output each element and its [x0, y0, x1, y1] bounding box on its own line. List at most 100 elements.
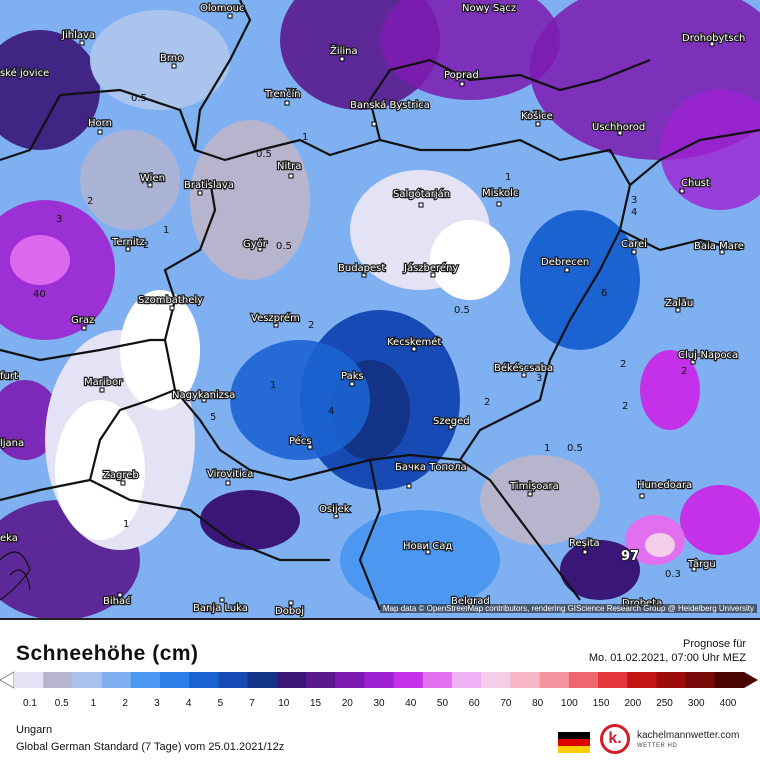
legend-tick-label: 60 [469, 698, 481, 709]
legend-swatch [393, 672, 424, 688]
contour-value: 3 [536, 373, 542, 384]
legend-swatch [306, 672, 336, 688]
contour-value: 4 [328, 406, 334, 417]
city-uschhorod: Uschhorod [592, 122, 645, 133]
contour-value: 2 [622, 401, 628, 412]
legend-tick-label: 400 [720, 698, 737, 709]
city-salgotarjan: Salgótarján [393, 188, 450, 200]
city-chust: Chust [681, 178, 710, 189]
city-ske-jovice: ské jovice [0, 67, 49, 79]
kachelmann-logo-icon: k. [600, 724, 630, 754]
legend-swatch [218, 672, 249, 688]
legend-swatch [189, 672, 219, 688]
legend-swatch [335, 672, 365, 688]
city-nitra: Nitra [277, 161, 301, 172]
legend-swatch [714, 672, 745, 688]
city-maribor: Maribor [84, 377, 123, 388]
brand-subtitle: WETTER HD [637, 743, 678, 749]
legend-ticks: 0.1 0.5 1 2 3 4 5 7 10 15 20 30 40 50 60 70 80 100 150 200 2… [23, 698, 737, 709]
contour-value: 40 [33, 289, 46, 300]
country-borders [0, 0, 760, 611]
city-zagreb: Zagreb [103, 470, 139, 481]
contour-value: 0.5 [256, 149, 272, 160]
forecast-label: Prognose für [683, 638, 746, 650]
city-drohobytsch: Drohobytsch [682, 33, 745, 44]
city-kosice: Košice [521, 110, 553, 122]
forecast-time: Mo. 01.02.2021, 07:00 Uhr MEZ [588, 652, 746, 664]
city-furt: furt [0, 371, 18, 382]
city-horn: Horn [88, 118, 112, 129]
contour-value: 2 [620, 359, 626, 370]
city-trencin: Trenčín [264, 88, 301, 100]
city-budapest: Budapest [338, 263, 385, 274]
legend-swatch [510, 672, 541, 688]
city-ljana: ljana [0, 438, 24, 449]
contour-value: 0.5 [567, 443, 583, 454]
legend-tick-label: 2 [122, 698, 128, 709]
legend-arrow-low [0, 671, 15, 689]
contour-value: 1 [163, 225, 169, 236]
legend-tick-label: 0.1 [23, 698, 37, 709]
city-baia-mare: Baia Mare [694, 241, 744, 252]
contour-value: 1 [544, 443, 550, 454]
city-szeged: Szeged [433, 416, 470, 427]
legend-tick-label: 3 [154, 698, 160, 709]
legend-swatch [568, 672, 599, 688]
city-jihlava: Jihlava [61, 30, 95, 41]
city-carei: Carei [621, 239, 647, 250]
legend-swatch [14, 672, 44, 688]
city-szombathely: Szombathely [138, 295, 203, 306]
city-bekescsaba: Békéscsaba [494, 362, 553, 374]
legend-tick-label: 0.5 [55, 698, 69, 709]
legend-swatch [627, 672, 657, 688]
model-run: Global German Standard (7 Tage) vom 25.0… [16, 741, 285, 753]
city-timisoara: Timișoara [509, 481, 559, 492]
legend-tick-label: 7 [249, 698, 255, 709]
legend-tick-label: 5 [218, 698, 224, 709]
legend-swatch [247, 672, 278, 688]
city-virovitica: Virovitica [207, 469, 253, 480]
legend-swatch [101, 672, 132, 688]
city-paks: Paks [341, 371, 364, 382]
legend-tick-label: 15 [310, 698, 322, 709]
map-attribution: Map data © OpenStreetMap contributors, r… [379, 604, 757, 613]
contour-value: 1 [270, 380, 276, 391]
city-novi-sad: Нови Сад [403, 541, 452, 552]
city-nagykanizsa: Nagykanizsa [172, 390, 235, 401]
legend-tick-label: 50 [437, 698, 449, 709]
city-resita: Reșita [569, 538, 600, 549]
city-poprad: Poprad [444, 70, 479, 81]
city-brno: Brno [160, 53, 183, 64]
legend-tick-label: 20 [342, 698, 354, 709]
legend-tick-label: 80 [532, 698, 544, 709]
legend-tick-label: 200 [624, 698, 641, 709]
city-backa-topola: Бачка Топола [395, 462, 467, 473]
region-name: Ungarn [16, 724, 53, 736]
contour-value: 1 [505, 172, 511, 183]
legend-swatch [656, 672, 687, 688]
legend-swatch [276, 672, 307, 688]
legend-tick-label: 30 [373, 698, 385, 709]
city-jaszbereny: Jászberény [403, 262, 458, 274]
city-olomouc: Olomouc [200, 3, 244, 14]
city-debrecen: Debrecen [541, 257, 589, 268]
contour-value-labels: 0.5 0.5 0.5 2 3 1 2 40 1 1 0.5 2 1 4 6 3… [33, 93, 687, 580]
legend-swatch [72, 672, 103, 688]
legend-swatch [685, 672, 716, 688]
contour-value: 2 [681, 366, 687, 377]
city-zilina: Žilina [330, 44, 358, 57]
contour-value: 97 [621, 549, 639, 564]
contour-value: 2 [308, 320, 314, 331]
city-targu: Târgu [687, 558, 716, 570]
color-legend: 0.1 0.5 1 2 3 4 5 7 10 15 20 30 40 50 60 70 80 100 150 200 2… [0, 671, 758, 709]
legend-swatch [481, 672, 511, 688]
legend-tick-label: 250 [656, 698, 673, 709]
legend-tick-label: 1 [91, 698, 97, 709]
legend-tick-label: 150 [593, 698, 610, 709]
city-hunedoara: Hunedoara [637, 480, 692, 491]
legend-tick-label: 4 [186, 698, 192, 709]
city-bihac: Bihać [103, 595, 131, 607]
german-flag-icon [558, 732, 590, 753]
city-pecs: Pécs [289, 435, 312, 447]
contour-value: 1 [302, 132, 308, 143]
